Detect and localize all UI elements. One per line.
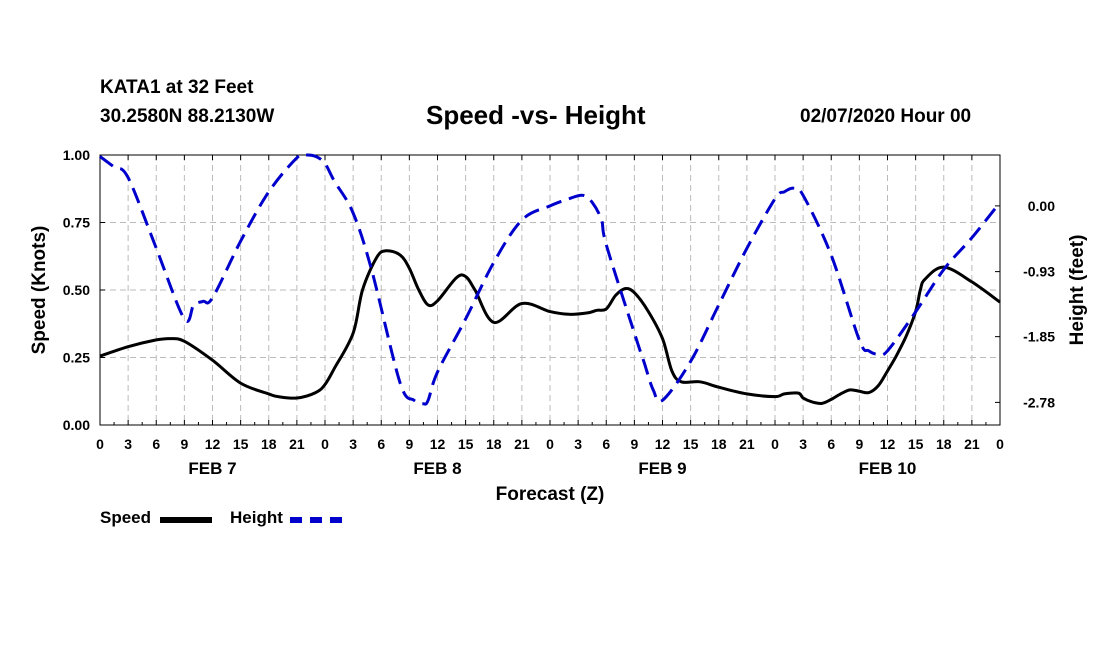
x-tick-label: 21 bbox=[739, 436, 755, 452]
station-coordinates: 30.2580N 88.2130W bbox=[100, 106, 275, 127]
x-tick-label: 15 bbox=[233, 436, 249, 452]
x-tick-label: 3 bbox=[349, 436, 357, 452]
legend-speed-swatch bbox=[160, 517, 212, 523]
x-tick-label: 15 bbox=[683, 436, 699, 452]
y-tick-label: 1.00 bbox=[63, 147, 90, 163]
day-label: FEB 10 bbox=[859, 459, 917, 478]
y-axis-title: Speed (Knots) bbox=[29, 226, 50, 355]
plot-frame bbox=[99, 154, 1001, 426]
x-tick-label: 21 bbox=[514, 436, 530, 452]
chart-title: Speed -vs- Height bbox=[426, 100, 646, 130]
y-tick-label: 0.50 bbox=[63, 282, 90, 298]
x-tick-label: 12 bbox=[655, 436, 671, 452]
y2-tick-label: -1.85 bbox=[1023, 329, 1055, 345]
x-tick-label: 21 bbox=[964, 436, 980, 452]
x-tick-label: 0 bbox=[96, 436, 104, 452]
y2-axis-title: Height (feet) bbox=[1067, 235, 1088, 346]
station-name: KATA1 at 32 Feet bbox=[100, 77, 254, 98]
x-tick-label: 3 bbox=[574, 436, 582, 452]
x-tick-label: 18 bbox=[261, 436, 277, 452]
x-tick-label: 18 bbox=[486, 436, 502, 452]
x-tick-label: 9 bbox=[180, 436, 188, 452]
y-tick-label: 0.25 bbox=[63, 350, 90, 366]
height-series-line bbox=[99, 152, 1002, 406]
y-tick-label: 0.00 bbox=[63, 417, 90, 433]
x-tick-label: 9 bbox=[405, 436, 413, 452]
x-tick-label: 15 bbox=[458, 436, 474, 452]
x-tick-label: 12 bbox=[430, 436, 446, 452]
x-tick-label: 12 bbox=[205, 436, 221, 452]
x-tick-label: 12 bbox=[880, 436, 896, 452]
legend-speed-label: Speed bbox=[100, 508, 152, 527]
x-tick-label: 6 bbox=[602, 436, 610, 452]
x-tick-label: 18 bbox=[936, 436, 952, 452]
day-label: FEB 8 bbox=[413, 459, 461, 478]
day-label: FEB 9 bbox=[638, 459, 686, 478]
x-tick-label: 18 bbox=[711, 436, 727, 452]
x-tick-label: 0 bbox=[771, 436, 779, 452]
legend-height-label: Height bbox=[230, 508, 283, 527]
x-tick-label: 0 bbox=[321, 436, 329, 452]
y-tick-label: 0.75 bbox=[63, 215, 90, 231]
forecast-date: 02/07/2020 Hour 00 bbox=[800, 106, 972, 127]
x-axis-title: Forecast (Z) bbox=[496, 484, 605, 505]
x-tick-label: 15 bbox=[908, 436, 924, 452]
x-tick-label: 6 bbox=[152, 436, 160, 452]
day-label: FEB 7 bbox=[188, 459, 236, 478]
x-tick-label: 0 bbox=[996, 436, 1004, 452]
y2-tick-label: -0.93 bbox=[1023, 264, 1055, 280]
x-tick-label: 3 bbox=[124, 436, 132, 452]
x-tick-label: 9 bbox=[630, 436, 638, 452]
y2-tick-label: -2.78 bbox=[1023, 394, 1055, 410]
y2-tick-label: 0.00 bbox=[1028, 198, 1055, 214]
x-tick-label: 9 bbox=[855, 436, 863, 452]
x-tick-label: 6 bbox=[827, 436, 835, 452]
x-tick-label: 3 bbox=[799, 436, 807, 452]
x-tick-label: 6 bbox=[377, 436, 385, 452]
legend-height-swatch bbox=[290, 517, 342, 523]
x-tick-label: 21 bbox=[289, 436, 305, 452]
speed-series-line bbox=[99, 249, 1001, 405]
x-tick-label: 0 bbox=[546, 436, 554, 452]
